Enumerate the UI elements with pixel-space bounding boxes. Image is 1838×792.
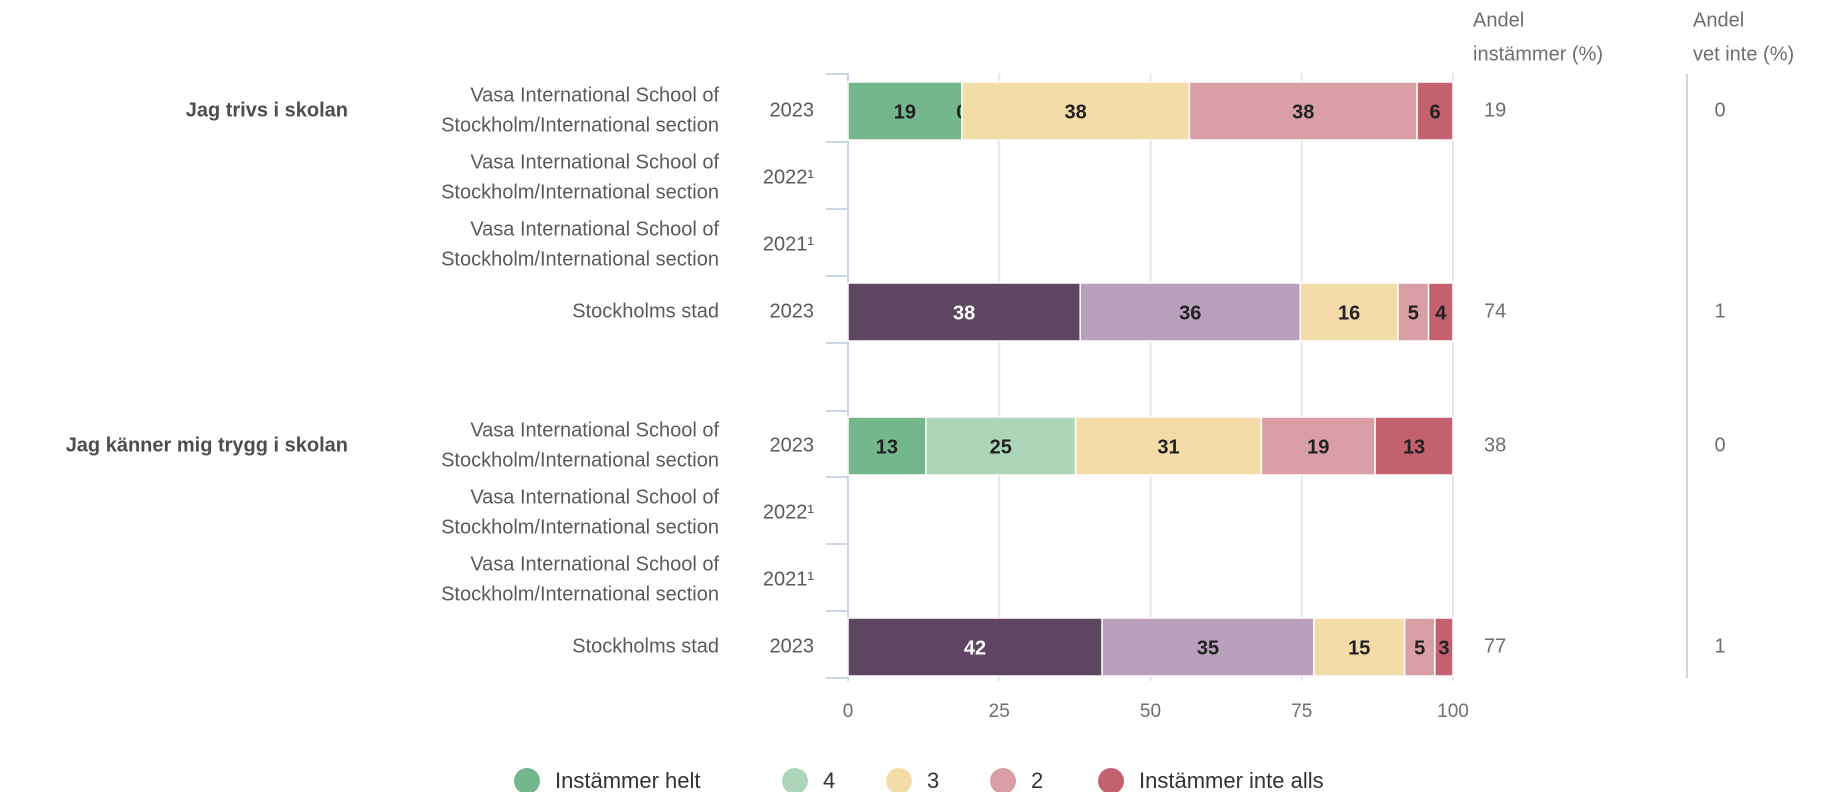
bar-segment xyxy=(925,416,1077,476)
bar-value-label: 15 xyxy=(1348,637,1370,659)
bar-value-label: 38 xyxy=(1064,101,1086,123)
entity-label: Stockholm/International section xyxy=(441,583,719,605)
legend-label: Instämmer helt xyxy=(555,768,701,792)
bar-segment xyxy=(1188,81,1418,141)
legend-label: 3 xyxy=(927,768,939,792)
entity-label: Stockholm/International section xyxy=(441,516,719,538)
entity-label: Stockholm/International section xyxy=(441,181,719,203)
bar-segment xyxy=(1101,617,1315,677)
header-andel-instammer: instämmer (%) xyxy=(1473,43,1603,65)
entity-label: Vasa International School of xyxy=(470,151,719,173)
bar-segment xyxy=(1427,282,1454,342)
andel-instammer-value: 38 xyxy=(1484,434,1506,456)
bar-value-label: 4 xyxy=(1435,302,1447,324)
andel-vet-inte-value: 1 xyxy=(1714,300,1725,322)
legend-marker xyxy=(514,768,540,792)
header-andel-vet-inte: Andel xyxy=(1693,9,1744,31)
entity-label: Vasa International School of xyxy=(470,419,719,441)
question-label: Jag känner mig trygg i skolan xyxy=(66,434,348,456)
bar-segment xyxy=(1416,81,1454,141)
bar-value-label: 16 xyxy=(1338,302,1360,324)
bar-value-label: 38 xyxy=(1292,101,1314,123)
entity-label: Stockholms stad xyxy=(572,300,719,322)
entity-label: Vasa International School of xyxy=(470,553,719,575)
entity-label: Stockholms stad xyxy=(572,635,719,657)
bar-value-label: 36 xyxy=(1179,302,1201,324)
entity-label: Vasa International School of xyxy=(470,218,719,240)
legend-marker xyxy=(1098,768,1124,792)
side-columns: Andel instämmer (%) Andel vet inte (%) 19 0 74… xyxy=(1473,9,1794,657)
bar-value-label: 19 xyxy=(894,101,916,123)
bar-segment xyxy=(1397,282,1430,342)
bar-segment xyxy=(961,81,1191,141)
entity-label: Stockholm/International section xyxy=(441,449,719,471)
andel-vet-inte-value: 1 xyxy=(1714,635,1725,657)
bar-segment xyxy=(1079,282,1301,342)
legend-marker xyxy=(782,768,808,792)
bar-value-label: 13 xyxy=(1403,436,1425,458)
andel-instammer-value: 74 xyxy=(1484,300,1506,322)
bar-segment xyxy=(847,81,963,141)
bar-segment xyxy=(1374,416,1454,476)
bar-segment xyxy=(1260,416,1376,476)
bar-segment xyxy=(1434,617,1454,677)
legend-marker xyxy=(886,768,912,792)
year-label: 2021¹ xyxy=(763,568,814,590)
andel-vet-inte-value: 0 xyxy=(1714,434,1725,456)
bar-segment xyxy=(847,617,1103,677)
chart-bars: 1903838638361654132531191342351553 xyxy=(847,81,1454,677)
year-label: 2022¹ xyxy=(763,166,814,188)
bar-value-label: 3 xyxy=(1438,637,1449,659)
x-tick-label: 25 xyxy=(989,701,1010,722)
row-labels: Jag trivs i skolan Vasa International Sch… xyxy=(66,84,815,657)
legend-label: 4 xyxy=(823,768,835,792)
legend-label: Instämmer inte alls xyxy=(1139,768,1324,792)
bar-value-label: 42 xyxy=(964,637,986,659)
year-label: 2023 xyxy=(770,635,815,657)
bar-segment xyxy=(1074,416,1263,476)
bar-value-label: 5 xyxy=(1408,302,1419,324)
bar-value-label: 35 xyxy=(1197,637,1219,659)
entity-label: Vasa International School of xyxy=(470,486,719,508)
entity-label: Stockholm/International section xyxy=(441,114,719,136)
bar-value-label: 25 xyxy=(990,436,1012,458)
bar-value-label: 31 xyxy=(1157,436,1179,458)
year-label: 2023 xyxy=(770,434,815,456)
header-andel-vet-inte: vet inte (%) xyxy=(1693,43,1794,65)
legend-marker xyxy=(990,768,1016,792)
header-andel-instammer: Andel xyxy=(1473,9,1524,31)
question-label: Jag trivs i skolan xyxy=(186,99,348,121)
year-label: 2023 xyxy=(770,300,815,322)
year-label: 2021¹ xyxy=(763,233,814,255)
year-label: 2022¹ xyxy=(763,501,814,523)
legend-label: 2 xyxy=(1031,768,1043,792)
x-tick-label: 100 xyxy=(1437,701,1469,722)
bar-segment xyxy=(1299,282,1399,342)
bar-segment xyxy=(1313,617,1406,677)
x-tick-label: 0 xyxy=(843,701,854,722)
bar-value-label: 13 xyxy=(876,436,898,458)
andel-vet-inte-value: 0 xyxy=(1714,99,1725,121)
entity-label: Stockholm/International section xyxy=(441,248,719,270)
bar-value-label: 6 xyxy=(1429,101,1440,123)
entity-label: Vasa International School of xyxy=(470,84,719,106)
chart-grid xyxy=(826,73,1688,681)
andel-instammer-value: 19 xyxy=(1484,99,1506,121)
x-tick-label: 75 xyxy=(1291,701,1312,722)
andel-instammer-value: 77 xyxy=(1484,635,1506,657)
bar-value-label: 5 xyxy=(1414,637,1425,659)
chart-legend: Instämmer helt 4 3 2 Instämmer inte alls xyxy=(514,768,1324,792)
x-axis: 0 25 50 75 100 xyxy=(843,701,1469,722)
bar-value-label: 19 xyxy=(1307,436,1329,458)
year-label: 2023 xyxy=(770,99,815,121)
bar-segment xyxy=(847,282,1081,342)
x-tick-label: 50 xyxy=(1140,701,1161,722)
bar-value-label: 38 xyxy=(953,302,975,324)
